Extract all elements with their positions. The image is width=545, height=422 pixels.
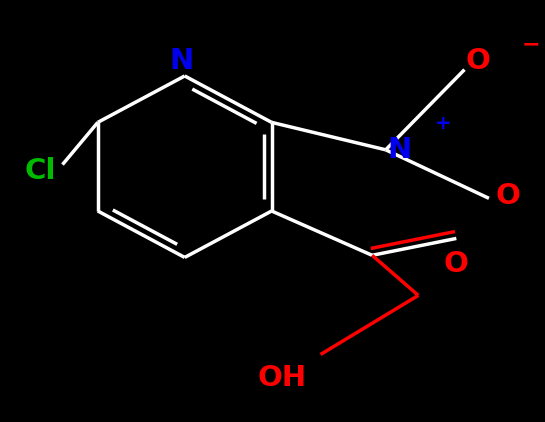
Text: O: O bbox=[465, 47, 490, 75]
Text: N: N bbox=[170, 47, 194, 75]
Text: +: + bbox=[434, 114, 451, 133]
Text: Cl: Cl bbox=[25, 157, 57, 185]
Text: N: N bbox=[387, 136, 411, 164]
Text: O: O bbox=[495, 182, 520, 210]
Text: OH: OH bbox=[258, 364, 307, 392]
Text: −: − bbox=[522, 34, 540, 54]
Text: O: O bbox=[444, 250, 469, 278]
